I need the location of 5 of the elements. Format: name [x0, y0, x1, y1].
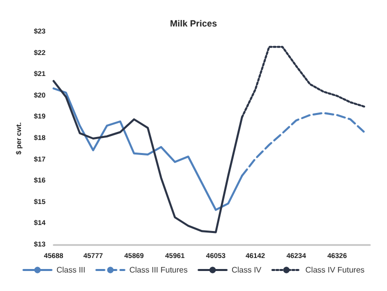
legend-label: Class IV Futures	[305, 266, 365, 274]
chart-title: Milk Prices	[170, 18, 218, 28]
legend-label: Class III Futures	[129, 266, 188, 274]
legend-label: Class IV	[232, 266, 262, 274]
legend-label: Class III	[56, 266, 86, 274]
